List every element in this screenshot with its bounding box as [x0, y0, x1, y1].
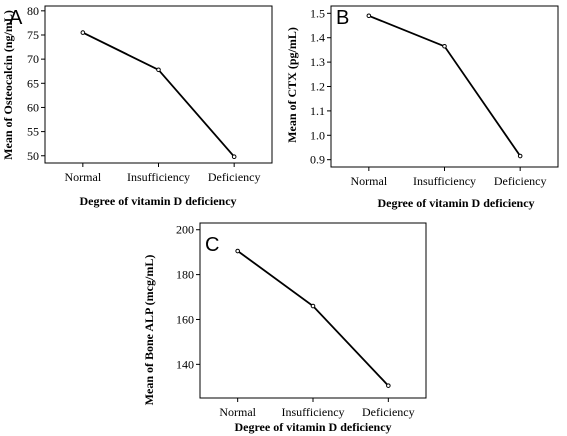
data-point — [231, 154, 237, 160]
data-point — [80, 30, 86, 35]
x-tick-label: Normal — [65, 170, 102, 184]
x-tick-label: Insufficiency — [413, 174, 476, 188]
y-tick-label: 1.3 — [310, 55, 325, 69]
y-ticks: 140 160 180 200 — [176, 223, 200, 371]
x-ticks: Normal Insufficiency Deficiency — [65, 163, 261, 184]
chart-panel-a: A Mean of Osteocalcin (ng/mL) Degree of … — [1, 4, 273, 208]
data-point — [442, 43, 447, 49]
y-ticks: 0.9 1.0 1.1 1.2 1.3 1.4 1.5 — [310, 6, 331, 167]
x-tick-label: Insufficiency — [281, 405, 344, 419]
data-point — [310, 303, 316, 309]
chart-panel-c: C Mean of Bone ALP (mcg/mL) Degree of vi… — [142, 222, 427, 434]
plot-frame — [44, 5, 273, 164]
series-line — [237, 250, 389, 387]
y-tick-label: 1.4 — [310, 31, 325, 45]
y-tick-label: 65 — [27, 76, 39, 90]
data-point — [517, 153, 523, 159]
y-tick-label: 75 — [27, 28, 39, 42]
y-tick-label: 80 — [27, 4, 39, 18]
x-axis-label: Degree of vitamin D deficiency — [234, 420, 391, 434]
x-tick-label: Insufficiency — [127, 170, 190, 184]
data-series — [80, 30, 237, 160]
plot-frame — [330, 5, 559, 168]
data-point — [366, 13, 372, 19]
data-point — [386, 383, 391, 388]
y-tick-label: 55 — [27, 125, 39, 139]
data-series — [366, 13, 523, 159]
x-tick-label: Deficiency — [208, 170, 261, 184]
y-tick-label: 50 — [27, 149, 39, 163]
panel-letter: A — [9, 7, 23, 29]
y-tick-label: 1.0 — [310, 128, 325, 142]
y-tick-label: 180 — [176, 268, 194, 282]
x-tick-label: Deficiency — [362, 405, 415, 419]
y-tick-label: 0.9 — [310, 153, 325, 167]
data-point — [156, 67, 161, 73]
data-series — [235, 248, 391, 388]
y-tick-label: 200 — [176, 223, 194, 237]
x-axis-label: Degree of vitamin D deficiency — [79, 194, 236, 208]
y-tick-label: 1.1 — [310, 104, 325, 118]
chart-panel-b: B Mean of CTX (pg/mL) Degree of vitamin … — [285, 5, 559, 210]
panel-letter: C — [205, 234, 219, 256]
y-axis-label: Mean of Bone ALP (mcg/mL) — [142, 255, 156, 406]
y-tick-label: 140 — [176, 357, 194, 371]
x-tick-label: Deficiency — [494, 174, 547, 188]
panel-letter: B — [336, 7, 349, 29]
x-tick-label: Normal — [351, 174, 388, 188]
plot-frame — [199, 222, 427, 399]
x-axis-label: Degree of vitamin D deficiency — [377, 196, 534, 210]
y-axis-label: Mean of Osteocalcin (ng/mL) — [1, 10, 15, 160]
y-tick-label: 160 — [176, 312, 194, 326]
y-tick-label: 1.5 — [310, 6, 325, 20]
data-point — [235, 248, 240, 254]
x-tick-label: Normal — [219, 405, 256, 419]
y-axis-label: Mean of CTX (pg/mL) — [285, 27, 299, 143]
y-tick-label: 70 — [27, 52, 39, 66]
series-line — [82, 31, 235, 158]
x-ticks: Normal Insufficiency Deficiency — [219, 398, 415, 419]
series-line — [368, 14, 521, 157]
y-tick-label: 60 — [27, 100, 39, 114]
x-ticks: Normal Insufficiency Deficiency — [351, 167, 547, 188]
y-ticks: 50 55 60 65 70 75 80 — [27, 4, 45, 163]
y-tick-label: 1.2 — [310, 80, 325, 94]
